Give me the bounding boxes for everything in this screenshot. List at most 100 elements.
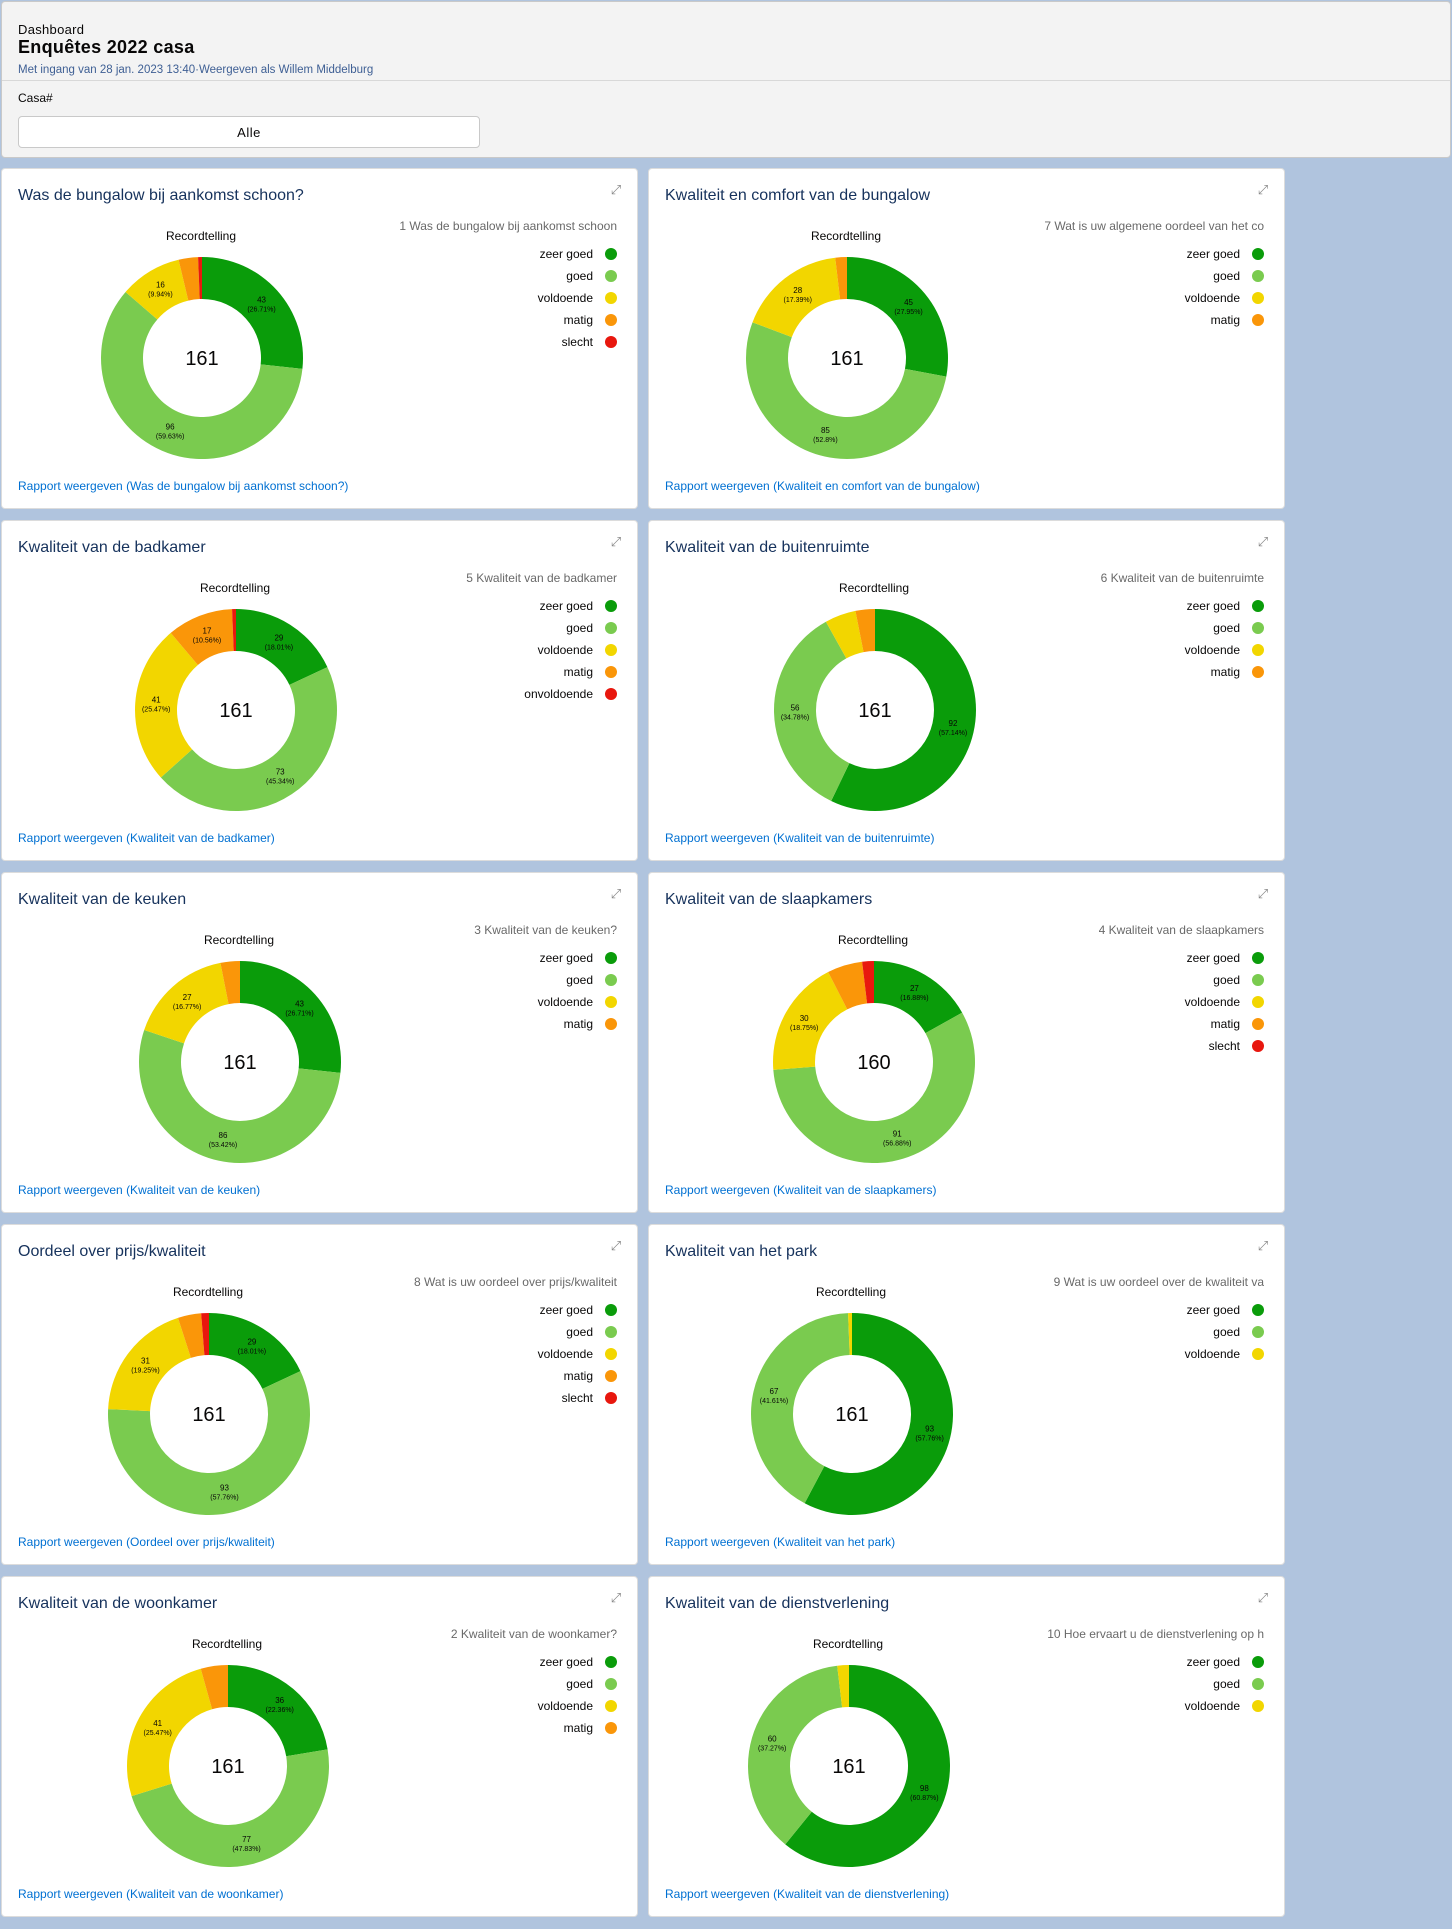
chart-legend: zeer goed goed voldoende matig [387,1651,617,1739]
chart-legend: zeer goed goed voldoende matig slecht [387,243,617,353]
slice-percent-label: (57.14%) [939,730,967,737]
report-link[interactable]: Rapport weergeven (Kwaliteit van de badk… [18,831,275,845]
donut-slice[interactable] [160,667,337,811]
donut-slice[interactable] [144,962,229,1044]
chart-total: 161 [192,1404,225,1426]
donut-slice[interactable] [228,1665,328,1757]
chart-card: Was de bungalow bij aankomst schoon? ⤢ 1 W… [1,168,638,509]
donut-slice[interactable] [773,1012,975,1163]
donut-slice[interactable] [751,1313,850,1504]
donut-slice[interactable] [125,259,189,320]
report-link[interactable]: Rapport weergeven (Kwaliteit van de keuk… [18,1183,261,1197]
donut-slice[interactable] [828,961,868,1010]
donut-slice[interactable] [209,1313,301,1389]
donut-slice[interactable] [855,609,875,653]
legend-item: voldoende [1034,991,1264,1013]
donut-slice[interactable] [831,609,976,811]
legend-item: voldoende [1034,1695,1264,1717]
donut-slice[interactable] [127,1668,213,1797]
donut-slice[interactable] [108,1317,191,1412]
donut-slice[interactable] [825,610,864,659]
donut-chart: Recordtelling 29 (18.01%) 73 (45.34%) 41 (25.4… [134,581,337,811]
expand-icon[interactable]: ⤢ [1257,1238,1269,1253]
legend-item: voldoende [1034,1343,1264,1365]
page-title: Enquêtes 2022 casa [18,37,195,57]
chart-label: Recordtelling [811,229,881,243]
casa-filter-button[interactable]: Alle [18,116,480,148]
legend-label: voldoende [537,995,593,1009]
donut-slice[interactable] [804,1313,953,1515]
slice-percent-label: (25.47%) [143,1730,171,1737]
legend-label: goed [1213,1325,1240,1339]
legend-item: zeer goed [1034,1299,1264,1321]
donut-slice[interactable] [201,1313,209,1356]
legend-dot [605,952,617,964]
donut-slice[interactable] [178,257,200,301]
donut-slice[interactable] [200,1665,228,1710]
donut-slice[interactable] [202,257,303,369]
slice-percent-label: (18.75%) [790,1025,818,1032]
legend-title: 1 Was de bungalow bij aankomst schoon [399,219,617,233]
donut-slice[interactable] [752,257,841,338]
expand-icon[interactable]: ⤢ [610,886,622,901]
chart-total: 160 [857,1052,890,1074]
report-link[interactable]: Rapport weergeven (Oordeel over prijs/kw… [18,1535,275,1549]
donut-slice[interactable] [232,609,236,652]
chart-label: Recordtelling [838,933,908,947]
donut-slice[interactable] [862,961,874,1004]
donut-slice[interactable] [134,632,198,778]
page-subtitle: Met ingang van 28 jan. 2023 13:40·Weerge… [18,64,374,76]
report-link[interactable]: Rapport weergeven (Kwaliteit en comfort … [665,479,980,493]
report-link[interactable]: Rapport weergeven (Kwaliteit van de woon… [18,1887,284,1901]
expand-icon[interactable]: ⤢ [610,1590,622,1605]
expand-icon[interactable]: ⤢ [610,534,622,549]
donut-slice[interactable] [108,1371,310,1515]
expand-icon[interactable]: ⤢ [610,1238,622,1253]
donut-slice[interactable] [177,1313,205,1358]
slice-value-label: 93 [220,1483,229,1492]
chart-total: 161 [830,348,863,370]
donut-slice[interactable] [847,257,948,377]
donut-slice[interactable] [236,609,328,685]
legend-dot [605,292,617,304]
donut-slice[interactable] [746,322,947,459]
donut-slice[interactable] [198,257,202,300]
slice-percent-label: (37.27%) [758,1746,786,1753]
expand-icon[interactable]: ⤢ [1257,534,1269,549]
legend-title: 3 Kwaliteit van de keuken? [474,923,617,937]
slice-value-label: 27 [910,984,919,993]
expand-icon[interactable]: ⤢ [1257,1590,1269,1605]
donut-slice[interactable] [220,961,240,1005]
donut-slice[interactable] [837,1665,849,1708]
donut-slice[interactable] [835,257,847,300]
donut-slice[interactable] [100,291,303,459]
donut-slice[interactable] [139,1030,341,1163]
legend-dot [605,314,617,326]
report-link[interactable]: Rapport weergeven (Kwaliteit van de dien… [665,1887,950,1901]
donut-slice[interactable] [874,961,963,1034]
expand-icon[interactable]: ⤢ [610,182,622,197]
slice-percent-label: (59.63%) [156,433,184,440]
legend-label: matig [1210,665,1240,679]
donut-slice[interactable] [748,1665,843,1845]
legend-label: zeer goed [1186,1303,1240,1317]
legend-label: goed [1213,269,1240,283]
report-link[interactable]: Rapport weergeven (Kwaliteit van de slaa… [665,1183,937,1197]
donut-slice[interactable] [773,621,850,801]
report-link[interactable]: Rapport weergeven (Kwaliteit van de buit… [665,831,935,845]
legend-label: goed [566,269,593,283]
donut-slice[interactable] [131,1749,330,1868]
donut-slice[interactable] [785,1665,950,1867]
legend-item: voldoende [387,287,617,309]
report-link[interactable]: Rapport weergeven (Kwaliteit van het par… [665,1535,896,1549]
report-link[interactable]: Rapport weergeven (Was de bungalow bij a… [18,479,349,493]
chart-total: 161 [223,1052,256,1074]
legend-label: voldoende [1184,643,1240,657]
donut-slice[interactable] [170,609,234,665]
legend-label: zeer goed [1186,1655,1240,1669]
donut-slice[interactable] [240,961,341,1073]
expand-icon[interactable]: ⤢ [1257,182,1269,197]
expand-icon[interactable]: ⤢ [1257,886,1269,901]
donut-slice[interactable] [773,972,848,1070]
donut-slice[interactable] [848,1313,852,1356]
